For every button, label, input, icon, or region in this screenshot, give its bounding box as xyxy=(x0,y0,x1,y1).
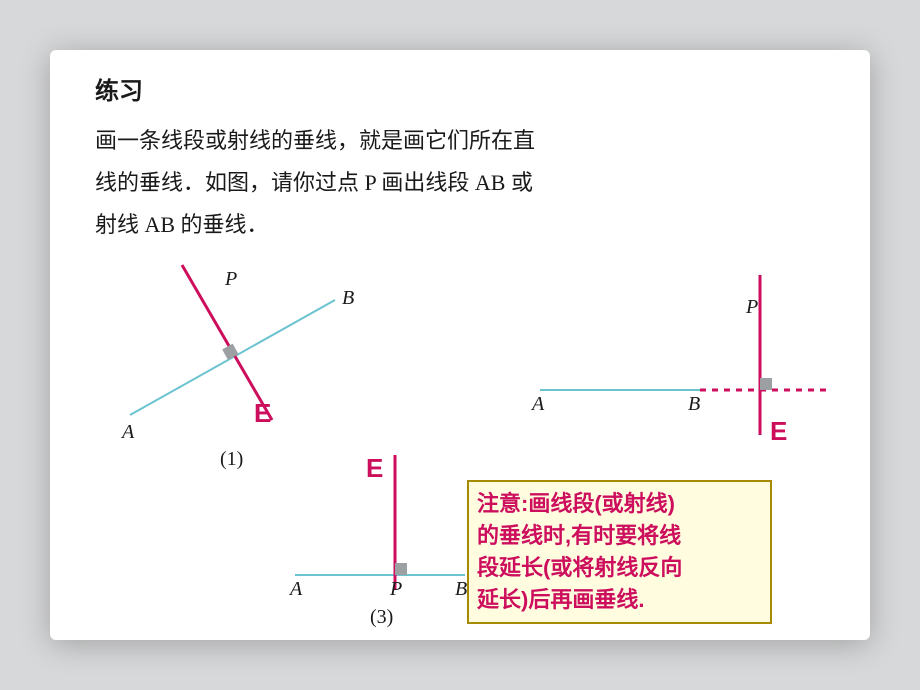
body-line-1: 画一条线段或射线的垂线，就是画它们所在直 xyxy=(95,122,535,159)
label-P: P xyxy=(224,268,237,290)
body-line-3: 射线 AB 的垂线． xyxy=(95,206,269,243)
callout-line-2: 的垂线时,有时要将线 xyxy=(477,520,762,552)
label-A: A xyxy=(288,578,303,600)
label-B: B xyxy=(342,287,354,309)
right-angle-icon xyxy=(760,378,772,390)
note-callout: 注意:画线段(或射线) 的垂线时,有时要将线 段延长(或将射线反向 延长)后再画… xyxy=(467,480,772,624)
figure-number-3: (3) xyxy=(370,606,393,628)
exercise-title: 练习 xyxy=(95,72,143,113)
diagram-2: P A B E xyxy=(530,275,850,455)
label-B: B xyxy=(455,578,467,600)
label-A: A xyxy=(530,393,545,415)
label-P: P xyxy=(389,578,402,600)
diagram-3: A P B E (3) xyxy=(290,455,490,635)
label-A: A xyxy=(120,421,135,443)
callout-line-4: 延长)后再画垂线. xyxy=(477,584,762,616)
label-E: E xyxy=(770,416,787,446)
callout-line-3: 段延长(或将射线反向 xyxy=(477,552,762,584)
right-angle-icon xyxy=(395,563,407,575)
label-B: B xyxy=(688,393,700,415)
label-P: P xyxy=(745,296,758,318)
body-line-2: 线的垂线．如图，请你过点 P 画出线段 AB 或 xyxy=(95,164,533,201)
figure-number-1: (1) xyxy=(220,448,243,470)
label-E: E xyxy=(254,398,271,428)
page-card: 练习 画一条线段或射线的垂线，就是画它们所在直 线的垂线．如图，请你过点 P 画… xyxy=(50,50,870,640)
label-E: E xyxy=(366,453,383,483)
diagram-1: P B A E (1) xyxy=(120,260,360,470)
callout-line-1: 注意:画线段(或射线) xyxy=(477,488,762,520)
